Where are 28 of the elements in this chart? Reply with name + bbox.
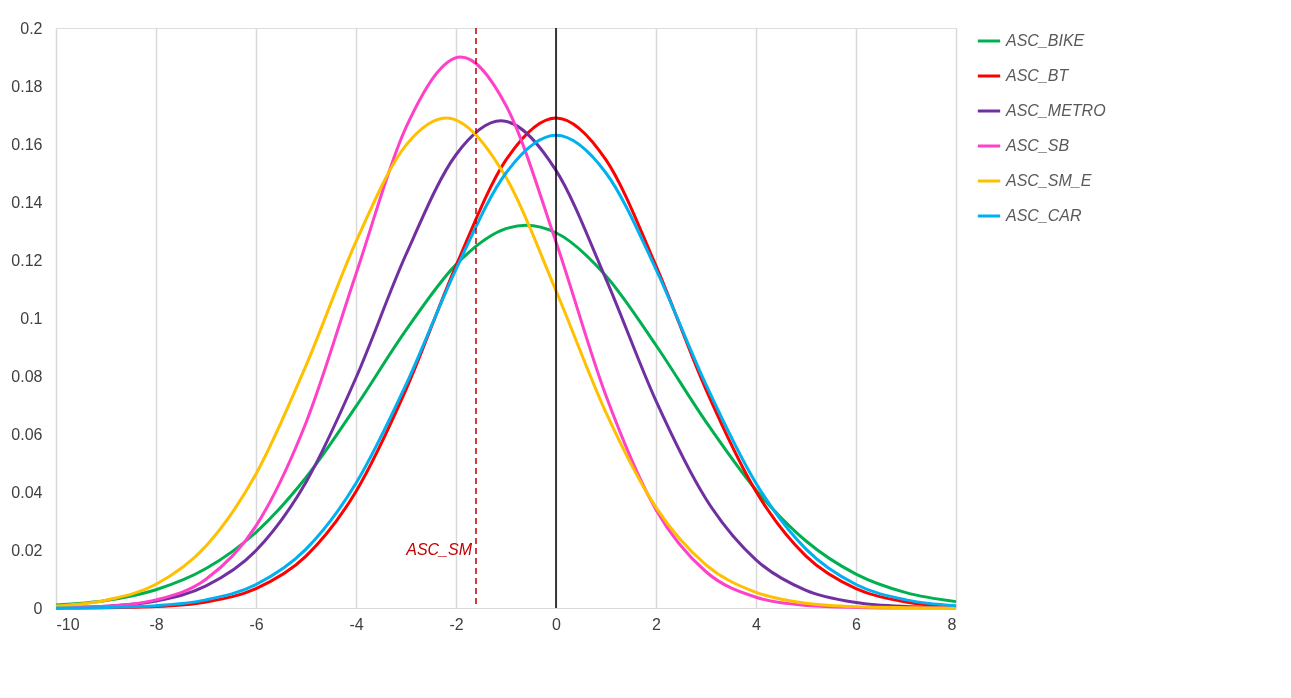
x-tick-label: 8 <box>947 615 957 633</box>
x-tick-label: -10 <box>56 615 80 633</box>
x-tick-label: -4 <box>349 615 364 633</box>
y-tick-label: 0.04 <box>11 483 43 501</box>
legend-label: ASC_SB <box>1005 137 1070 154</box>
y-tick-label: 0 <box>33 599 43 617</box>
y-tick-label: 0.2 <box>20 19 43 37</box>
ref-line-label: ASC_SM <box>405 541 473 558</box>
x-tick-label: -6 <box>249 615 264 633</box>
y-tick-label: 0.12 <box>11 251 43 269</box>
y-tick-label: 0.16 <box>11 135 43 153</box>
x-tick-label: 4 <box>752 615 762 633</box>
y-tick-label: 0.1 <box>20 309 43 327</box>
x-tick-label: -8 <box>149 615 164 633</box>
legend-label: ASC_CAR <box>1005 207 1083 224</box>
legend-label: ASC_METRO <box>1005 102 1106 119</box>
x-tick-label: -2 <box>449 615 464 633</box>
y-tick-label: 0.08 <box>11 367 43 385</box>
y-tick-label: 0.02 <box>11 541 43 559</box>
x-tick-label: 0 <box>552 615 562 633</box>
y-tick-label: 0.06 <box>11 425 43 443</box>
x-tick-label: 6 <box>852 615 862 633</box>
y-tick-label: 0.18 <box>11 77 43 95</box>
y-tick-label: 0.14 <box>11 193 43 211</box>
legend-label: ASC_BIKE <box>1005 32 1085 49</box>
legend-label: ASC_SM_E <box>1005 172 1092 189</box>
legend-label: ASC_BT <box>1005 67 1070 84</box>
x-tick-label: 2 <box>652 615 662 633</box>
